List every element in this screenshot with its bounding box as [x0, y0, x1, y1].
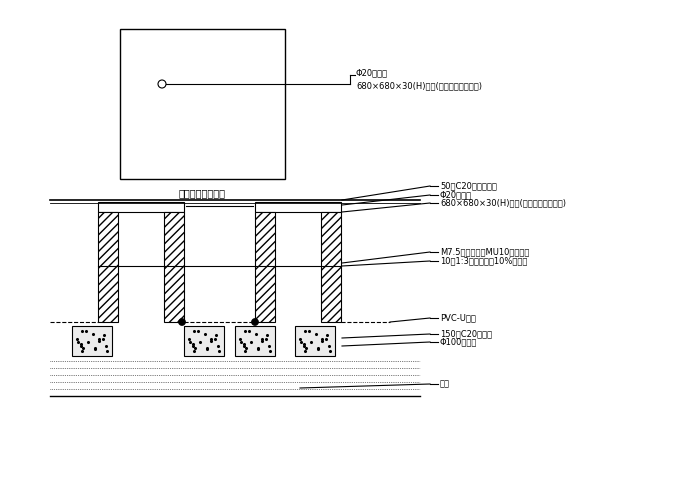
Point	[214, 347, 225, 355]
Point	[300, 345, 312, 352]
Point	[253, 345, 264, 353]
Point	[188, 340, 199, 348]
Point	[184, 338, 195, 346]
Point	[313, 344, 324, 351]
Point	[80, 327, 91, 334]
Point	[239, 327, 251, 335]
Point	[101, 342, 112, 349]
Bar	[255, 212, 275, 322]
Text: Φ20检修孔: Φ20检修孔	[440, 191, 472, 199]
Point	[253, 344, 264, 351]
Point	[71, 335, 83, 343]
Text: Φ20检修孔: Φ20检修孔	[356, 69, 388, 77]
Point	[324, 342, 335, 349]
Point	[189, 345, 200, 352]
Text: 50厜C20混凝土边框: 50厜C20混凝土边框	[440, 182, 497, 191]
Point	[195, 339, 206, 347]
Point	[261, 331, 272, 339]
Point	[209, 335, 220, 343]
Point	[264, 342, 275, 349]
Point	[76, 347, 88, 354]
Point	[188, 347, 199, 354]
Point	[188, 342, 199, 349]
Point	[72, 338, 83, 346]
Text: 680×680×30(H)盖板(参阅园建井盖做法): 680×680×30(H)盖板(参阅园建井盖做法)	[356, 81, 482, 91]
Bar	[164, 212, 184, 322]
Point	[295, 338, 307, 346]
Point	[240, 345, 251, 352]
Bar	[184, 326, 224, 356]
Point	[76, 342, 87, 349]
Circle shape	[251, 318, 258, 326]
Point	[257, 334, 268, 342]
Point	[298, 340, 309, 348]
Point	[199, 331, 211, 338]
Text: M7.5水泥沙浆、MU10机砖牀砖: M7.5水泥沙浆、MU10机砖牀砖	[440, 247, 529, 257]
Point	[98, 331, 109, 339]
Point	[183, 335, 195, 343]
Point	[250, 331, 261, 338]
Point	[305, 339, 316, 347]
Text: 接线手孔井剪面图: 接线手孔井剪面图	[178, 188, 225, 198]
Point	[310, 331, 321, 338]
Point	[321, 331, 332, 339]
Bar	[98, 212, 118, 322]
Point	[303, 327, 314, 334]
Point	[210, 331, 221, 339]
Point	[260, 335, 271, 343]
Point	[313, 345, 324, 353]
Bar	[255, 202, 341, 212]
Text: PVC-U线管: PVC-U线管	[440, 314, 476, 322]
Point	[320, 335, 331, 343]
Point	[206, 334, 217, 342]
Point	[94, 334, 105, 342]
Circle shape	[178, 318, 186, 326]
Text: Φ100渗水孔: Φ100渗水孔	[440, 337, 477, 347]
Text: 10厜1:3水泥沙浆掅10%防水筂: 10厜1:3水泥沙浆掅10%防水筂	[440, 257, 527, 266]
Point	[298, 342, 309, 349]
Point	[299, 347, 310, 354]
Text: 150厜C20混凝土: 150厜C20混凝土	[440, 330, 492, 338]
Bar	[235, 326, 275, 356]
Point	[76, 327, 88, 335]
Point	[265, 347, 276, 355]
Point	[205, 337, 216, 345]
Point	[76, 340, 87, 348]
Point	[102, 347, 113, 355]
Point	[77, 345, 88, 352]
Point	[83, 339, 94, 347]
Point	[192, 327, 203, 334]
Point	[213, 342, 224, 349]
Bar	[120, 29, 285, 179]
Point	[90, 344, 101, 351]
Point	[235, 338, 246, 346]
Point	[246, 339, 257, 347]
Point	[88, 331, 99, 338]
Point	[317, 334, 328, 342]
Point	[234, 335, 245, 343]
Bar	[98, 202, 184, 212]
Point	[294, 335, 305, 343]
Point	[97, 335, 108, 343]
Point	[90, 345, 101, 353]
Point	[300, 327, 311, 335]
Bar	[72, 326, 112, 356]
Point	[202, 345, 213, 353]
Text: 680×680×30(H)盖板(参阅园建井盖做法): 680×680×30(H)盖板(参阅园建井盖做法)	[440, 198, 566, 208]
Point	[239, 340, 250, 348]
Point	[324, 347, 335, 355]
Point	[256, 337, 267, 345]
Point	[316, 337, 328, 345]
Point	[239, 342, 250, 349]
Bar	[295, 326, 335, 356]
Point	[188, 327, 199, 335]
Point	[93, 337, 104, 345]
Bar	[321, 212, 341, 322]
Point	[239, 347, 251, 354]
Text: 粗沙: 粗沙	[440, 379, 450, 389]
Point	[202, 344, 213, 351]
Point	[243, 327, 254, 334]
